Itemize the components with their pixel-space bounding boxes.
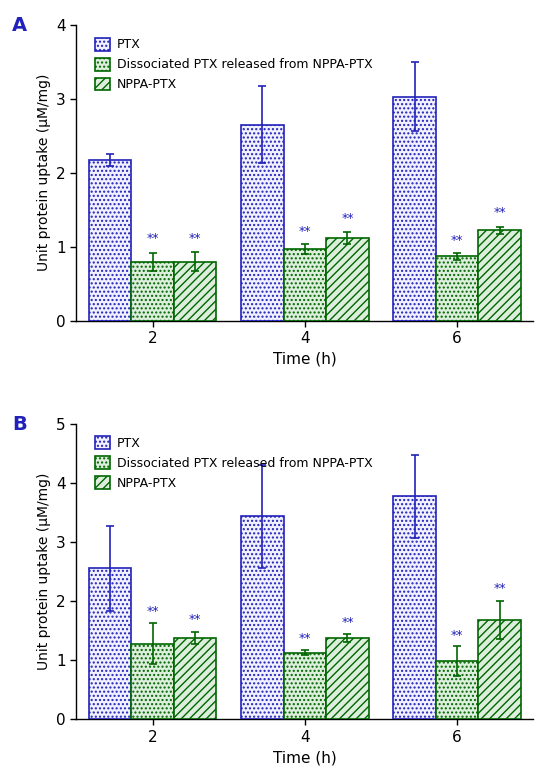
Bar (89, 160, 131, 321)
Bar (326, 238, 369, 321)
Bar (393, 97, 436, 321)
Bar (283, 249, 326, 321)
Bar (131, 644, 174, 719)
Text: **: ** (299, 633, 311, 645)
Bar (89, 569, 131, 719)
Bar (283, 652, 326, 719)
Bar (393, 497, 436, 719)
Text: **: ** (146, 604, 159, 618)
Text: **: ** (189, 613, 201, 626)
Bar (436, 661, 478, 719)
Bar (478, 231, 521, 321)
Text: **: ** (189, 232, 201, 246)
Text: **: ** (451, 234, 464, 247)
Text: **: ** (341, 212, 354, 224)
Text: **: ** (493, 582, 506, 595)
Text: **: ** (451, 630, 464, 643)
Text: **: ** (299, 225, 311, 238)
Bar (478, 620, 521, 719)
Legend: PTX, Dissociated PTX released from NPPA-PTX, NPPA-PTX: PTX, Dissociated PTX released from NPPA-… (92, 432, 376, 493)
Bar (131, 262, 174, 321)
X-axis label: Time (h): Time (h) (273, 352, 337, 367)
Bar (436, 256, 478, 321)
Text: **: ** (146, 232, 159, 246)
X-axis label: Time (h): Time (h) (273, 751, 337, 766)
Y-axis label: Unit protein uptake (μM/mg): Unit protein uptake (μM/mg) (37, 74, 51, 271)
Text: B: B (12, 414, 27, 434)
Y-axis label: Unit protein uptake (μM/mg): Unit protein uptake (μM/mg) (37, 473, 51, 670)
Bar (174, 261, 217, 321)
Bar (241, 124, 283, 321)
Legend: PTX, Dissociated PTX released from NPPA-PTX, NPPA-PTX: PTX, Dissociated PTX released from NPPA-… (92, 34, 376, 95)
Text: **: ** (341, 616, 354, 630)
Text: **: ** (493, 206, 506, 220)
Bar (174, 637, 217, 719)
Text: A: A (12, 16, 28, 35)
Bar (241, 516, 283, 719)
Bar (326, 637, 369, 719)
